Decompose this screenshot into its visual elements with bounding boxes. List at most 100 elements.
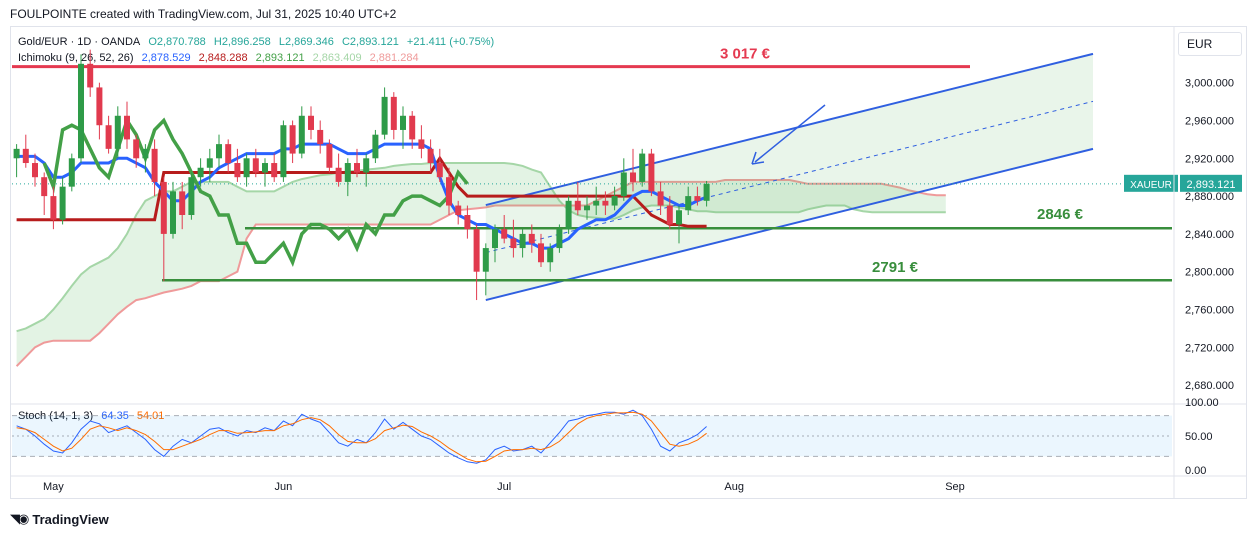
candle-body	[418, 139, 425, 149]
candle-body	[565, 200, 572, 230]
chart-header: FOULPOINTE created with TradingView.com,…	[10, 7, 397, 21]
candle-body	[114, 115, 121, 149]
time-tick-label: Aug	[724, 481, 744, 493]
time-tick-label: Jun	[275, 481, 293, 493]
channel-upper-line	[485, 52, 1094, 207]
candle-body	[133, 139, 140, 159]
candle-body	[170, 191, 176, 234]
candle-body	[611, 196, 618, 206]
stoch-tick-label: 50.00	[1185, 431, 1213, 443]
candle-body	[528, 233, 535, 244]
time-tick-label: May	[43, 481, 64, 493]
price-tick-label: 2,760.000	[1185, 305, 1234, 317]
candle-body	[427, 148, 434, 164]
candle-body	[206, 158, 213, 168]
ticker-label: XAUEUR	[1130, 180, 1172, 191]
candle-body	[455, 205, 462, 215]
symbol-name[interactable]: Gold/EUR · 1D · OANDA	[18, 36, 141, 48]
candle-body	[41, 177, 48, 197]
candle-body	[519, 233, 526, 249]
candle-body	[188, 177, 195, 215]
ichimoku-name[interactable]: Ichimoku (9, 26, 52, 26)	[18, 52, 134, 64]
candle-body	[50, 196, 57, 220]
candle-body	[400, 115, 406, 130]
candle-body	[59, 186, 66, 220]
candle-body	[703, 183, 710, 201]
level-label: 2791 €	[872, 259, 919, 276]
candle-body	[68, 158, 75, 187]
ichimoku-tenkan	[16, 142, 708, 250]
open-value: O2,870.788	[148, 36, 206, 48]
candle-body	[547, 248, 554, 263]
candle-body	[354, 163, 360, 173]
price-tick-label: 2,680.000	[1185, 380, 1234, 392]
candle-body	[298, 115, 305, 154]
level-label: 3 017 €	[720, 46, 771, 63]
price-tick-label: 2,720.000	[1185, 342, 1234, 354]
stoch-name[interactable]: Stoch (14, 1, 3)	[18, 410, 93, 422]
candle-body	[574, 200, 581, 211]
candle-body	[657, 191, 664, 206]
candle-body	[32, 163, 38, 178]
ichimoku-cloud	[16, 163, 946, 367]
ichimoku-kijun-value: 2,848.288	[198, 52, 248, 64]
candle-body	[556, 229, 563, 249]
candle-body	[436, 163, 443, 178]
candle-body	[78, 63, 84, 159]
candle-body	[685, 196, 692, 211]
candle-body	[409, 115, 416, 140]
candle-body	[648, 153, 655, 192]
arrow-line	[754, 104, 826, 163]
candle-body	[271, 163, 278, 178]
ichimoku-spanb-value: 2,881.284	[369, 52, 419, 64]
candle-body	[96, 87, 103, 126]
price-tick-label: 2,800.000	[1185, 267, 1234, 279]
price-label: 2,893.121	[1187, 179, 1236, 191]
candle-body	[344, 163, 351, 182]
candle-body	[124, 115, 130, 140]
channel-lower-line	[485, 147, 1094, 302]
candle-body	[446, 177, 452, 206]
candle-body	[22, 148, 29, 164]
candle-body	[87, 63, 94, 88]
price-tick-label: 2,960.000	[1185, 116, 1234, 128]
time-tick-label: Jul	[497, 481, 511, 493]
candle-body	[694, 196, 701, 201]
candle-body	[639, 153, 646, 182]
ichimoku-spana-value: 2,863.409	[312, 52, 362, 64]
ichimoku-chikou-value: 2,893.121	[255, 52, 305, 64]
tradingview-logo-text: TradingView	[32, 511, 109, 527]
candle-body	[326, 144, 333, 168]
ichimoku-tenkan-value: 2,878.529	[141, 52, 191, 64]
high-value: H2,896.258	[213, 36, 271, 48]
candle-body	[197, 167, 204, 178]
candle-body	[262, 163, 268, 173]
candle-body	[252, 158, 259, 173]
ichimoku-kijun	[16, 155, 707, 228]
candle-body	[666, 205, 673, 225]
candle-body	[473, 229, 480, 272]
candle-body	[317, 129, 324, 145]
stoch-tick-label: 0.00	[1185, 465, 1206, 477]
tradingview-logo[interactable]: ◥◉ TradingView	[10, 511, 109, 527]
candle-body	[620, 172, 627, 197]
candle-body	[234, 163, 241, 178]
candle-body	[492, 229, 498, 249]
candle-body	[538, 243, 544, 263]
currency-selector[interactable]: EUR	[1178, 32, 1242, 56]
candle-body	[280, 125, 287, 178]
candle-body	[464, 215, 471, 230]
candle-body	[510, 238, 517, 249]
candle-body	[13, 148, 20, 159]
stoch-tick-label: 100.00	[1185, 397, 1219, 409]
price-tick-label: 3,000.000	[1185, 78, 1234, 90]
price-tick-label: 2,840.000	[1185, 229, 1234, 241]
close-value: C2,893.121	[341, 36, 399, 48]
candle-body	[142, 148, 149, 159]
candle-body	[335, 167, 342, 182]
ichimoku-chikou	[42, 116, 469, 267]
candle-body	[160, 181, 167, 234]
candle-body	[105, 125, 112, 149]
candle-body	[381, 96, 388, 135]
